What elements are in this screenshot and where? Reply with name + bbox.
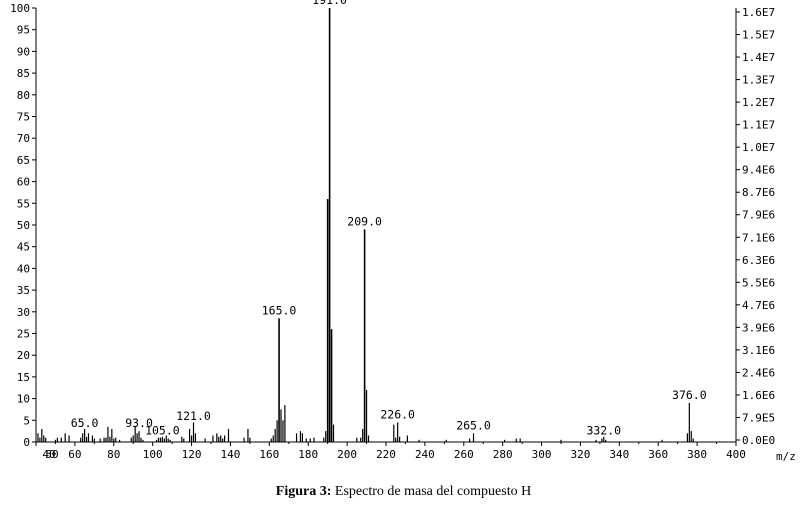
right-tick-label: 1.6E6 [742, 389, 775, 402]
peak-label: 65.0 [71, 416, 99, 430]
x-tick-label: 120 [182, 448, 202, 461]
right-tick-label: 3.1E6 [742, 344, 775, 357]
x-tick-label: 80 [107, 448, 120, 461]
x-axis-unit: m/z [776, 450, 796, 463]
mass-spectrum-chart: 1009590858075706560555045403530252015105… [10, 0, 796, 463]
x-tick-label: 60 [68, 448, 81, 461]
x-tick-label: 240 [415, 448, 435, 461]
x-tick-label: 360 [648, 448, 668, 461]
x-axis-ticks: 60 80 100 120 140 160 180 200 220 240 260 280 300 320… [35, 442, 746, 461]
peak-label: 265.0 [456, 418, 491, 432]
left-tick-label: 0 [23, 436, 30, 449]
x-tick-label: 400 [726, 448, 746, 461]
left-tick-label: 95 [17, 24, 30, 37]
left-tick-label: 80 [17, 89, 30, 102]
left-tick-label: 20 [17, 349, 30, 362]
left-tick-label: 65 [17, 154, 30, 167]
spectrum-peaks [37, 8, 694, 442]
right-tick-label: 1.4E7 [742, 51, 775, 64]
x-tick-label: 50 [45, 448, 58, 461]
peak-label: 376.0 [672, 388, 707, 402]
x-tick-label: 320 [571, 448, 591, 461]
right-tick-label: 1.1E7 [742, 119, 775, 132]
x-tick-label: 300 [532, 448, 552, 461]
right-tick-label: 2.4E6 [742, 366, 775, 379]
x-tick-label: 160 [259, 448, 279, 461]
right-tick-label: 7.9E6 [742, 209, 775, 222]
left-tick-label: 35 [17, 284, 30, 297]
peak-label: 105.0 [145, 424, 180, 438]
peak-label: 191.0 [312, 0, 347, 7]
right-tick-label: 7.1E6 [742, 231, 775, 244]
x-tick-label: 260 [454, 448, 474, 461]
right-tick-label: 0.0E0 [742, 434, 775, 447]
peak-label: 121.0 [176, 409, 211, 423]
left-tick-label: 40 [17, 262, 30, 275]
x-tick-label: 340 [609, 448, 629, 461]
right-tick-label: 5.5E6 [742, 276, 775, 289]
left-tick-label: 45 [17, 241, 30, 254]
right-tick-label: 1.2E7 [742, 96, 775, 109]
figure-caption-text: Espectro de masa del compuesto H [334, 484, 532, 499]
right-tick-label: 3.9E6 [742, 321, 775, 334]
figure-caption-label: Figura 3: [275, 484, 332, 499]
right-tick-label: 8.7E6 [742, 186, 775, 199]
left-tick-label: 10 [17, 393, 30, 406]
right-tick-label: 6.3E6 [742, 254, 775, 267]
x-tick-label: 180 [298, 448, 318, 461]
peak-label: 209.0 [347, 214, 382, 228]
peak-label: 226.0 [380, 407, 415, 421]
x-tick-label: 100 [143, 448, 163, 461]
x-tick-label: 140 [221, 448, 241, 461]
left-tick-label: 25 [17, 328, 30, 341]
peak-label: 165.0 [262, 303, 297, 317]
x-tick-label: 200 [337, 448, 357, 461]
left-tick-label: 5 [23, 414, 30, 427]
left-tick-label: 60 [17, 176, 30, 189]
right-tick-label: 4.7E6 [742, 299, 775, 312]
right-tick-label: 1.0E7 [742, 141, 775, 154]
right-tick-label: 9.4E6 [742, 164, 775, 177]
x-tick-label: 220 [376, 448, 396, 461]
right-tick-label: 1.5E7 [742, 29, 775, 42]
right-tick-label: 1.3E7 [742, 74, 775, 87]
left-tick-label: 90 [17, 45, 30, 58]
left-tick-label: 30 [17, 306, 30, 319]
left-tick-label: 55 [17, 197, 30, 210]
right-tick-label: 1.6E7 [742, 6, 775, 19]
left-tick-label: 85 [17, 67, 30, 80]
left-tick-label: 15 [17, 371, 30, 384]
x-tick-label: 380 [687, 448, 707, 461]
right-tick-label: 7.9E5 [742, 411, 775, 424]
left-tick-label: 50 [17, 219, 30, 232]
left-tick-label: 100 [10, 2, 30, 15]
peak-label: 332.0 [586, 424, 621, 438]
right-axis-ticks: 1.6E7 1.5E7 1.4E7 1.3E7 1.2E7 1.1E7 1.0E7 9.4E6… [736, 6, 775, 447]
x-tick-label: 40 [42, 448, 55, 461]
left-tick-label: 70 [17, 132, 30, 145]
x-tick-label: 280 [493, 448, 513, 461]
left-tick-label: 75 [17, 111, 30, 124]
figure-caption: Figura 3: Espectro de masa del compuesto… [0, 484, 807, 500]
peak-label: 93.0 [125, 416, 153, 430]
left-axis-ticks: 1009590858075706560555045403530252015105… [10, 2, 36, 449]
